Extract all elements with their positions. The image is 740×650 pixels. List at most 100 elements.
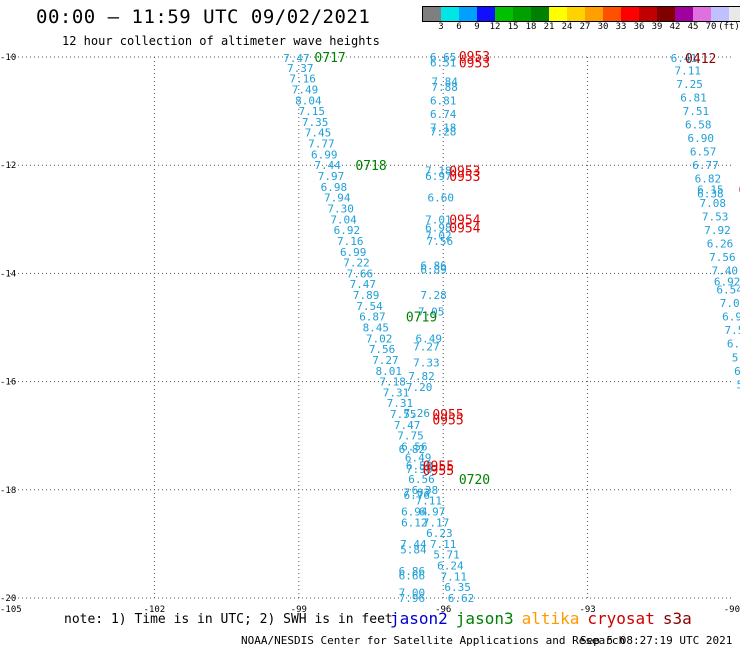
pass-time-label: 0953 — [459, 56, 490, 71]
wave-height-value: 6.58 — [406, 459, 433, 472]
longitude-tick-label: -93 — [579, 605, 595, 615]
color-scale-label: 39 — [651, 22, 663, 32]
pass-time-label: 0955 — [432, 408, 463, 423]
wave-height-value: 6.24 — [437, 560, 464, 573]
wave-height-value: 6.41 — [671, 52, 698, 65]
wave-height-value: 7.17 — [423, 516, 450, 529]
color-scale-label: 3 — [438, 22, 444, 32]
wave-height-value: 6.99 — [311, 148, 338, 161]
wave-height-value: 7.31 — [387, 397, 414, 410]
wave-height-value: 6.97 — [419, 505, 446, 518]
pass-time-label: 0719 — [406, 311, 437, 326]
latitude-tick-label: -16 — [0, 378, 16, 388]
wave-height-value: 7.56 — [709, 251, 736, 264]
wave-height-value: 7.31 — [383, 386, 410, 399]
wave-height-value: 5.9 — [737, 378, 740, 391]
wave-height-value: 6.86 — [399, 565, 426, 578]
wave-height-value: 7.92 — [704, 224, 731, 237]
color-swatch — [693, 7, 711, 21]
wave-height-value: 6.90 — [687, 132, 714, 145]
color-scale-label: 21 — [543, 22, 555, 32]
wave-height-value: 7.55 — [390, 408, 417, 421]
color-scale-label: 42 — [669, 22, 681, 32]
wave-height-value: 6.35 — [444, 581, 471, 594]
wave-height-value: 7.47 — [394, 419, 421, 432]
wave-height-labels: 7.477.377.167.498.047.157.357.457.776.99… — [283, 51, 740, 605]
wave-height-value: 6.62 — [448, 592, 475, 605]
color-scale-label: 15 — [507, 22, 519, 32]
wave-height-value: 6.23 — [426, 527, 453, 540]
wave-height-value: 7.44 — [314, 159, 341, 172]
wave-height-value: 6.56 — [401, 441, 428, 454]
wave-height-value: 6.26 — [707, 238, 734, 251]
wave-height-value: 6.82 — [399, 443, 426, 456]
wave-height-value: 7.18 — [425, 165, 452, 178]
color-scale-label: (ft) — [718, 22, 740, 32]
legend-jason3: jason3 — [455, 609, 514, 628]
color-scale-label: 6 — [456, 22, 462, 32]
wave-height-value: 7.18 — [379, 376, 406, 389]
wave-height-value: 7.47 — [283, 52, 310, 65]
wave-height-value: 7.18 — [430, 121, 457, 134]
wave-height-value: 6.92 — [714, 276, 740, 289]
color-swatch — [729, 7, 740, 21]
color-swatch — [531, 7, 549, 21]
wave-height-value: 7.16 — [289, 73, 316, 86]
wave-height-value: 6.77 — [692, 159, 719, 172]
color-scale-bar — [422, 6, 740, 22]
wave-height-value: 7.00 — [399, 587, 426, 600]
color-swatch — [423, 7, 441, 21]
legend-altika: altika — [521, 609, 580, 628]
wave-height-value: 7.56 — [369, 343, 396, 356]
color-scale-label: 45 — [687, 22, 699, 32]
wave-height-value: 6.49 — [405, 451, 432, 464]
color-scale-label: 24 — [561, 22, 573, 32]
color-scale-label: 9 — [474, 22, 480, 32]
wave-height-value: 7.25 — [676, 78, 703, 91]
pass-time-label: 0953 — [449, 170, 480, 185]
wave-height-value: 7.89 — [353, 289, 380, 302]
generated-timestamp: Sep 5 08:27:19 UTC 2021 — [580, 634, 733, 647]
wave-height-value: 7.97 — [318, 170, 345, 183]
wave-height-value: 6.97 — [425, 170, 452, 183]
wave-height-value: 8.45 — [363, 322, 390, 335]
longitude-tick-label: -99 — [291, 605, 307, 615]
wave-height-value: 6.76 — [403, 489, 430, 502]
color-swatch — [675, 7, 693, 21]
wave-height-value: 6.81 — [430, 94, 457, 107]
pass-time-label: 0717 — [314, 51, 345, 66]
pass-time-label: 0718 — [355, 159, 386, 174]
wave-height-value: 7.02 — [366, 332, 393, 345]
satellite-legend: jason2 jason3 altika cryosat s3a — [390, 609, 700, 628]
color-swatch — [621, 7, 639, 21]
color-swatch — [585, 7, 603, 21]
color-swatch — [657, 7, 675, 21]
wave-height-value: 6.15 — [697, 184, 724, 197]
pass-time-label: 0955 — [423, 464, 454, 479]
wave-height-value: 7.27 — [372, 354, 399, 367]
color-swatch — [459, 7, 477, 21]
wave-height-value: 6.12 — [401, 516, 428, 529]
units-note: note: 1) Time is in UTC; 2) SWH is in fe… — [64, 612, 393, 627]
wave-height-value: 6.81 — [680, 92, 707, 105]
wave-height-value: 7.49 — [292, 83, 319, 96]
color-swatch — [549, 7, 567, 21]
wave-height-value: 7.66 — [347, 267, 374, 280]
legend-cryosat: cryosat — [587, 609, 655, 628]
pass-time-label: 04 — [739, 184, 740, 199]
wave-height-value: 6.38 — [697, 187, 724, 200]
wave-height-value: 7.16 — [337, 235, 364, 248]
pass-time-label: 0953 — [459, 50, 490, 65]
pass-time-label: 0720 — [459, 473, 490, 488]
wave-height-value: 7.96 — [399, 592, 426, 605]
wave-height-value: 6.98 — [425, 221, 452, 234]
color-swatch — [441, 7, 459, 21]
wave-height-value: 6.92 — [334, 224, 361, 237]
wave-height-value: 8.01 — [376, 365, 403, 378]
color-scale-labels: 3 6 9 12 15 18 21 24 27 30 33 36 39 42 45 70 (ft) — [422, 22, 740, 34]
legend-jason2: jason2 — [390, 609, 448, 628]
legend-s3a: s3a — [662, 609, 692, 628]
wave-height-value: 6.57 — [690, 146, 717, 159]
color-scale-label: 27 — [579, 22, 591, 32]
wave-height-value: 7.33 — [413, 357, 440, 370]
